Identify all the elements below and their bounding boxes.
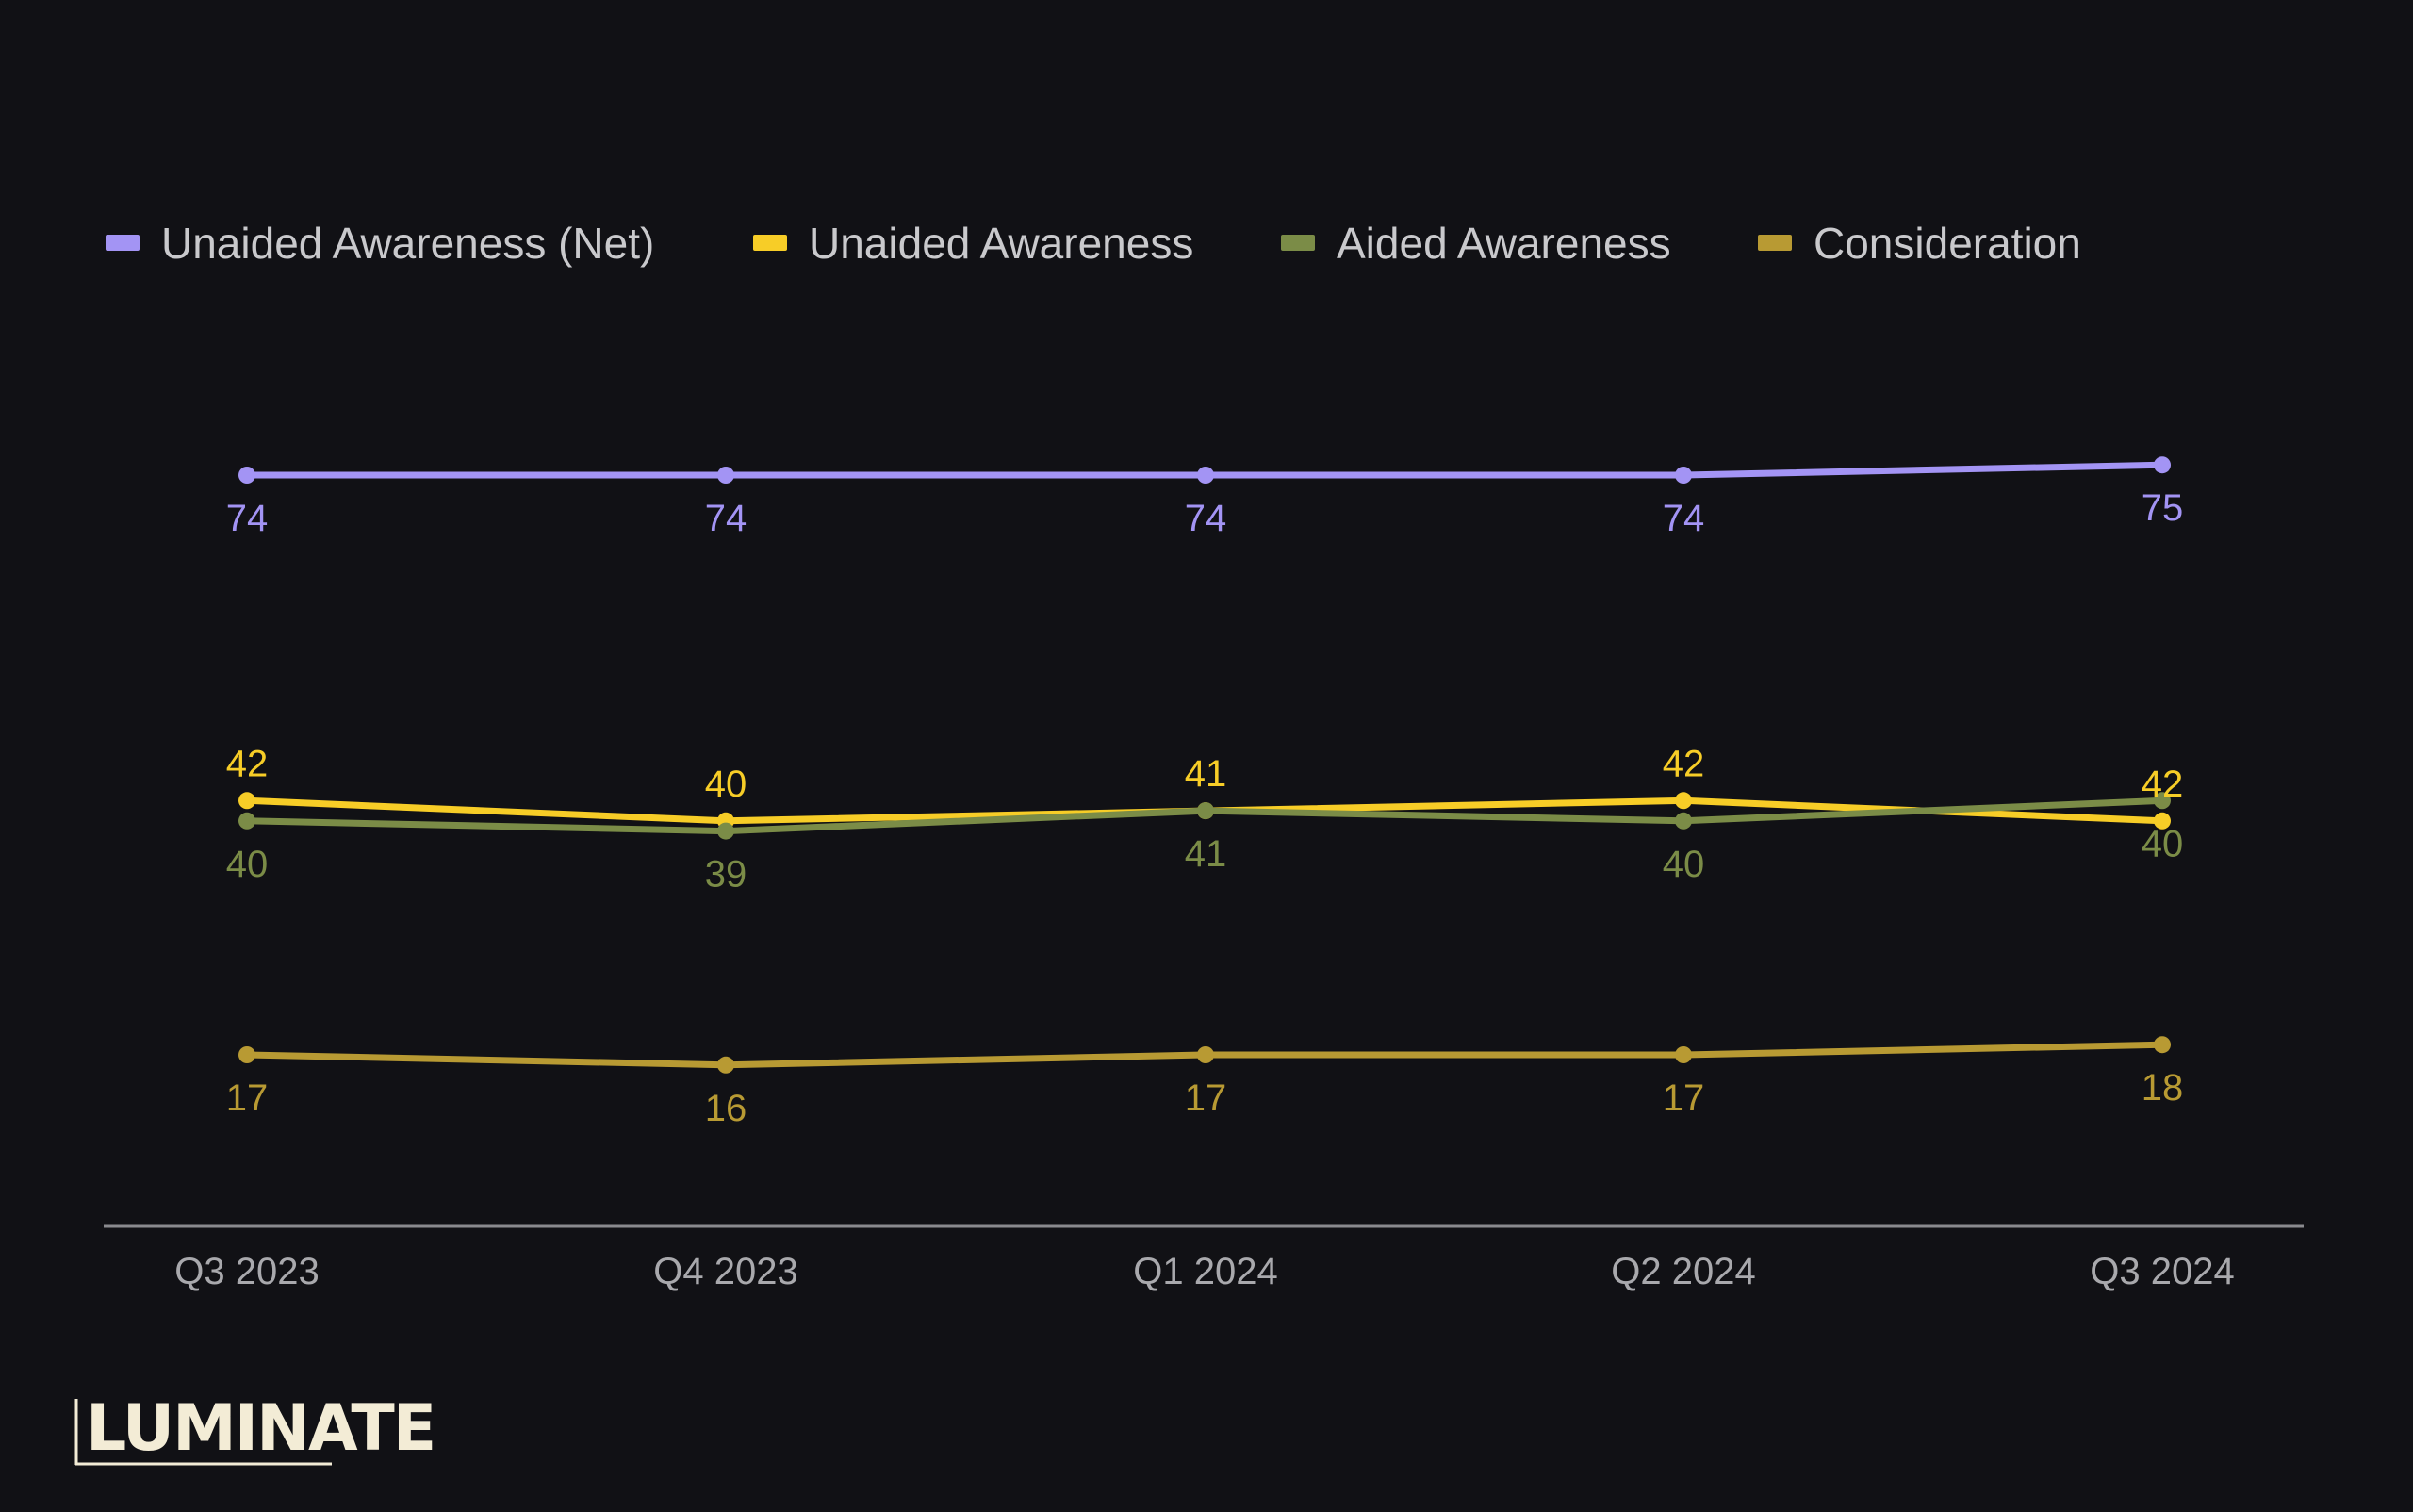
data-label: 40 bbox=[1663, 844, 1705, 885]
legend-item: Unaided Awareness (Net) bbox=[106, 219, 654, 268]
data-label: 74 bbox=[1663, 498, 1705, 539]
data-label: 17 bbox=[226, 1077, 269, 1119]
data-label: 17 bbox=[1663, 1077, 1705, 1119]
data-point bbox=[1197, 802, 1214, 820]
data-label: 39 bbox=[705, 854, 747, 896]
legend-label: Unaided Awareness bbox=[809, 219, 1193, 268]
legend-label: Aided Awareness bbox=[1337, 219, 1671, 268]
data-label: 17 bbox=[1185, 1077, 1227, 1119]
data-label: 42 bbox=[1663, 743, 1705, 784]
x-tick-label: Q3 2023 bbox=[174, 1251, 319, 1292]
data-point bbox=[1675, 1046, 1692, 1063]
data-point bbox=[238, 812, 255, 830]
data-label: 16 bbox=[705, 1088, 747, 1129]
data-point bbox=[717, 1056, 734, 1074]
data-label: 40 bbox=[226, 844, 269, 885]
series-2 bbox=[238, 792, 2171, 840]
series-0 bbox=[238, 456, 2171, 484]
data-labels-0: 74 74 74 74 75 bbox=[226, 487, 2184, 539]
data-point bbox=[1675, 467, 1692, 484]
data-point bbox=[2154, 1036, 2171, 1054]
data-point bbox=[2154, 812, 2171, 830]
x-tick-label: Q2 2024 bbox=[1611, 1251, 1755, 1292]
data-point bbox=[1675, 792, 1692, 810]
data-labels-2: 40 39 41 40 40 bbox=[226, 823, 2184, 895]
data-label: 42 bbox=[226, 743, 269, 784]
legend-swatch bbox=[106, 235, 140, 251]
data-label: 74 bbox=[1185, 498, 1227, 539]
x-tick-label: Q4 2023 bbox=[653, 1251, 797, 1292]
data-point bbox=[1675, 812, 1692, 830]
series-3 bbox=[238, 1036, 2171, 1074]
series-layer: 74 74 74 74 75 42 40 41 42 42 40 39 41 40 40 17 16 17 17 18 bbox=[226, 456, 2184, 1129]
data-point bbox=[717, 822, 734, 840]
data-label: 41 bbox=[1185, 833, 1227, 875]
data-point bbox=[1197, 467, 1214, 484]
legend-item: Unaided Awareness bbox=[753, 219, 1193, 268]
data-label: 41 bbox=[1185, 753, 1227, 795]
data-label: 74 bbox=[705, 498, 747, 539]
data-point bbox=[238, 792, 255, 810]
data-label: 75 bbox=[2142, 487, 2184, 529]
data-point bbox=[2154, 792, 2171, 810]
legend-label: Unaided Awareness (Net) bbox=[161, 219, 654, 268]
data-label: 42 bbox=[2142, 764, 2184, 805]
logo-text: LUMINATE bbox=[86, 1391, 435, 1466]
data-point bbox=[238, 1046, 255, 1063]
x-tick-label: Q1 2024 bbox=[1133, 1251, 1277, 1292]
data-label: 18 bbox=[2142, 1067, 2184, 1109]
data-labels-1: 42 40 41 42 42 bbox=[226, 743, 2184, 805]
legend-item: Consideration bbox=[1758, 219, 2081, 268]
data-point bbox=[1197, 1046, 1214, 1063]
data-labels-3: 17 16 17 17 18 bbox=[226, 1067, 2184, 1129]
x-tick-label: Q3 2024 bbox=[2090, 1251, 2234, 1292]
data-point bbox=[717, 467, 734, 484]
x-axis-tick-labels: Q3 2023 Q4 2023 Q1 2024 Q2 2024 Q3 2024 bbox=[174, 1251, 2234, 1292]
legend-swatch bbox=[753, 235, 787, 251]
legend-swatch bbox=[1281, 235, 1315, 251]
luminate-logo: LUMINATE bbox=[74, 1391, 436, 1466]
data-point bbox=[238, 467, 255, 484]
data-label: 40 bbox=[2142, 823, 2184, 864]
legend-label: Consideration bbox=[1814, 219, 2081, 268]
data-label: 74 bbox=[226, 498, 269, 539]
legend-item: Aided Awareness bbox=[1281, 219, 1671, 268]
data-label: 40 bbox=[705, 764, 747, 805]
legend-swatch bbox=[1758, 235, 1792, 251]
chart-legend: Unaided Awareness (Net) Unaided Awareness… bbox=[106, 219, 2081, 268]
data-point bbox=[2154, 456, 2171, 474]
